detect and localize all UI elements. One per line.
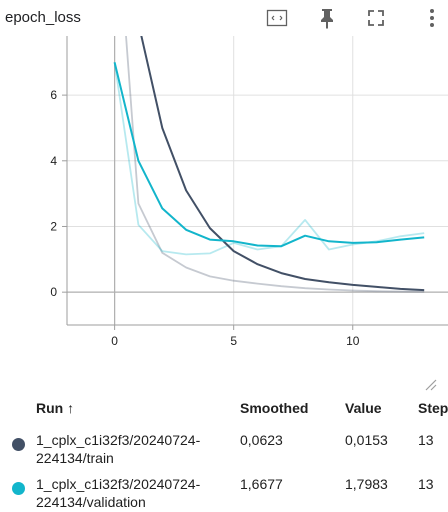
series-0-smoothed-line [140,36,425,292]
y-tick-label: 0 [50,285,57,299]
smoothed-value: 0,0623 [240,432,283,448]
raw-value: 1,7983 [345,476,388,492]
step-value: 13 [418,476,434,492]
series-1-smoothed-line [113,62,425,248]
column-header-smoothed[interactable]: Smoothed [240,400,309,416]
table-row[interactable]: 1_cplx_c1i32f3/20240724- 224134/train 0,… [0,428,448,468]
run-name: 1_cplx_c1i32f3/20240724- 224134/validati… [36,476,201,510]
fullscreen-icon [368,10,384,26]
x-tick-label: 0 [111,334,118,348]
step-value: 13 [418,432,434,448]
resize-handle-icon[interactable] [424,378,438,392]
x-tick-label: 5 [230,334,237,348]
column-header-run[interactable]: Run ↑ [36,400,75,416]
chart-title: epoch_loss [5,9,81,26]
smoothed-value: 1,6677 [240,476,283,492]
loss-chart[interactable]: 0 2 4 6 0 5 10 [0,36,448,376]
fullscreen-button[interactable] [364,6,388,30]
series-1-raw-line [113,62,425,256]
x-tick-label: 10 [346,334,360,348]
card-header: epoch_loss [0,0,448,36]
y-tick-label: 4 [50,154,57,168]
pin-button[interactable] [315,6,339,30]
pin-icon [321,9,333,29]
fit-domain-icon [266,9,288,27]
table-row[interactable]: 1_cplx_c1i32f3/20240724- 224134/validati… [0,472,448,512]
series-color-dot [12,482,25,495]
series-color-dot [12,438,25,451]
y-tick-label: 6 [50,88,57,102]
more-vert-icon [430,9,434,27]
run-name: 1_cplx_c1i32f3/20240724- 224134/train [36,432,201,466]
column-header-value[interactable]: Value [345,400,382,416]
more-options-button[interactable] [420,6,444,30]
series-0-raw-line [125,36,425,293]
column-header-step[interactable]: Step [418,400,448,416]
fit-domain-button[interactable] [265,6,289,30]
y-tick-label: 2 [50,219,57,233]
raw-value: 0,0153 [345,432,388,448]
